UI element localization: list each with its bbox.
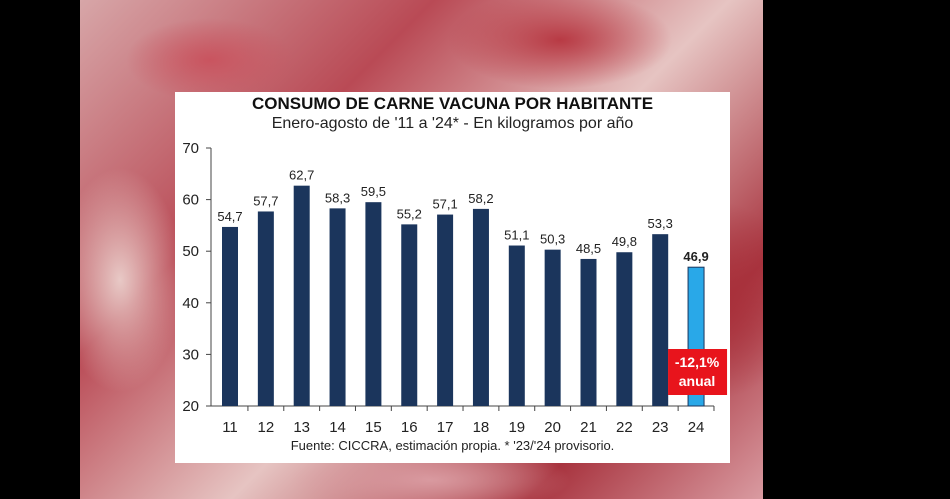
x-tick-label: 14 [329,419,346,436]
x-tick-label: 22 [616,419,633,436]
x-tick-label: 17 [437,419,454,436]
data-label: 55,2 [397,206,422,221]
data-label: 57,7 [253,193,278,208]
data-label: 62,7 [289,168,314,183]
bar-18 [472,208,489,406]
chart-source: Fuente: CICCRA, estimación propia. * '23… [290,438,615,453]
x-tick-label: 20 [544,419,561,436]
x-tick-label: 15 [365,419,382,436]
y-tick-label: 30 [182,346,199,363]
data-label: 49,8 [612,234,637,249]
y-tick-label: 60 [182,192,199,209]
bar-17 [437,214,454,406]
y-tick-label: 40 [182,295,199,312]
data-label: 58,2 [468,191,493,206]
data-label: 51,1 [504,228,529,243]
bar-20 [544,249,561,406]
bar-15 [365,202,382,406]
bar-13 [293,185,310,406]
y-tick-label: 70 [182,140,199,157]
data-label: 53,3 [648,216,673,231]
x-tick-label: 11 [222,419,238,436]
y-tick-label: 20 [182,398,199,415]
chart-subtitle: Enero-agosto de '11 a '24* - En kilogram… [271,115,634,132]
bar-21 [580,258,597,406]
data-label: 46,9 [683,249,708,264]
bar-12 [257,211,274,406]
change-badge [668,349,728,395]
bar-11 [222,226,238,406]
x-tick-label: 16 [401,419,418,436]
x-tick-label: 13 [293,419,310,436]
y-tick-label: 50 [182,243,199,260]
x-tick-label: 23 [652,419,669,436]
x-tick-label: 12 [258,419,275,436]
x-tick-label: 19 [508,419,525,436]
badge-line2: anual [679,373,716,389]
data-label: 58,3 [325,190,350,205]
chart-title: CONSUMO DE CARNE VACUNA POR HABITANTE [251,94,654,113]
data-label: 50,3 [540,232,565,247]
x-tick-label: 18 [473,419,490,436]
data-label: 57,1 [432,197,457,212]
badge-line1: -12,1% [675,354,720,370]
x-tick-label: 21 [580,419,597,436]
bar-19 [508,245,525,406]
bar-22 [616,252,633,406]
x-tick-label: 24 [688,419,705,436]
bar-16 [401,224,418,406]
data-label: 48,5 [576,241,601,256]
bar-23 [652,234,669,406]
data-label: 54,7 [217,209,242,224]
data-label: 59,5 [361,184,386,199]
bar-14 [329,208,346,406]
